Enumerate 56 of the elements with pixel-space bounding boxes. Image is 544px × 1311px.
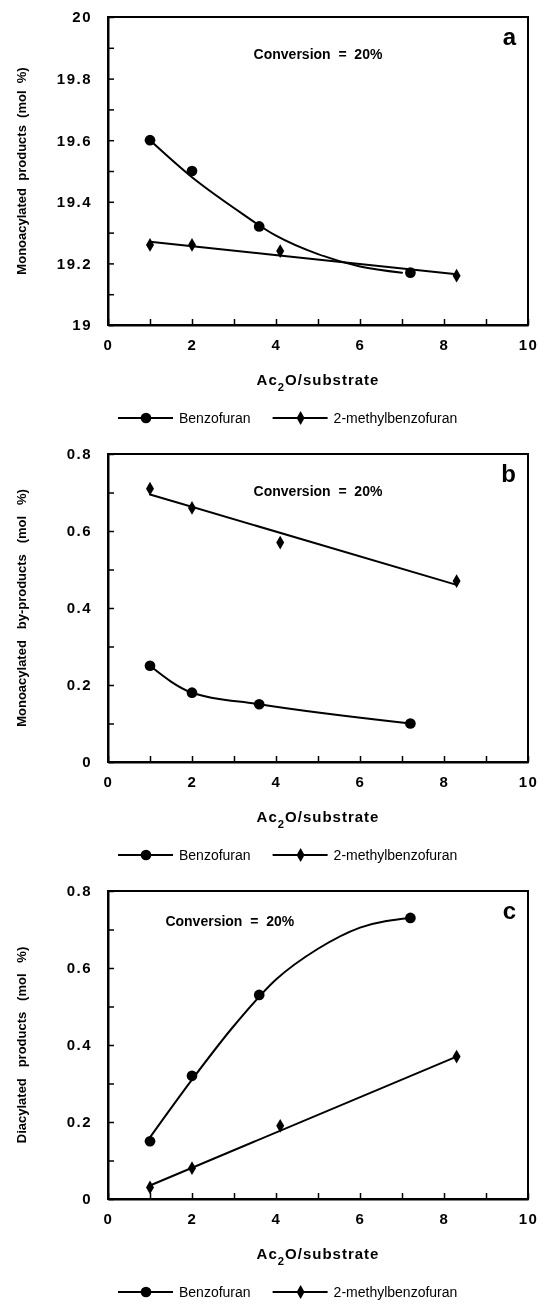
x-tick-label: 8 (439, 772, 450, 790)
x-tick-label: 10 (518, 1209, 539, 1227)
x-tick-label: 2 (187, 772, 198, 790)
y-tick-label: 19.6 (56, 131, 92, 149)
x-tick-label: 2 (187, 1209, 198, 1227)
x-tick-label: 4 (271, 1209, 282, 1227)
chart-title: a (502, 23, 517, 50)
point (186, 687, 198, 699)
x-tick-label: 0 (103, 772, 114, 790)
x-tick-label: 8 (439, 1209, 450, 1227)
y-tick-label: 19.2 (56, 254, 92, 272)
y-tick-label: 0.4 (66, 599, 92, 617)
x-tick-label: 6 (355, 335, 366, 353)
y-axis-title: Monoacylated by-products (mol %) (14, 489, 29, 727)
legend-label: Benzofuran (179, 410, 251, 426)
y-tick-label: 19.8 (56, 69, 92, 87)
y-tick-label: 0.2 (66, 676, 92, 694)
legend-label: 2-methylbenzofuran (333, 1284, 458, 1300)
x-tick-label: 0 (103, 335, 114, 353)
y-tick-label: 20 (72, 8, 92, 26)
y-tick-label: 0 (82, 753, 92, 771)
y-tick-label: 19 (72, 316, 92, 334)
legend-label: 2-methylbenzofuran (333, 410, 458, 426)
x-tick-label: 2 (187, 335, 198, 353)
y-tick-label: 19.4 (56, 193, 92, 211)
annotation: Conversion = 20% (165, 912, 295, 929)
x-axis-title: Ac$_{2}$O/substrate (256, 371, 380, 393)
x-tick-label: 4 (271, 772, 282, 790)
x-tick-label: 6 (355, 1209, 366, 1227)
y-tick-label: 0 (82, 1190, 92, 1208)
legend-label: 2-methylbenzofuran (333, 847, 458, 863)
chart-title: b (501, 460, 516, 487)
x-axis-title: Ac$_{2}$O/substrate (256, 1245, 380, 1267)
x-axis-title: Ac$_{2}$O/substrate (256, 808, 380, 830)
y-tick-label: 0.4 (66, 1036, 92, 1054)
x-tick-label: 6 (355, 772, 366, 790)
point (144, 660, 156, 672)
y-axis-title: Diacylated products (mol %) (14, 946, 29, 1144)
chart-title: c (502, 897, 516, 924)
annotation: Conversion = 20% (253, 483, 383, 499)
point (405, 718, 416, 729)
x-tick-label: 4 (271, 335, 282, 353)
y-tick-label: 0.6 (66, 522, 92, 540)
y-tick-label: 0.2 (66, 1113, 92, 1131)
x-tick-label: 8 (439, 335, 450, 353)
x-tick-label: 0 (103, 1209, 114, 1227)
legend-label: Benzofuran (179, 847, 251, 863)
y-tick-label: 0.8 (66, 445, 92, 463)
x-tick-label: 10 (518, 335, 539, 353)
x-tick-label: 10 (518, 772, 539, 790)
y-axis-title: Monoacylated products (mol %) (14, 67, 29, 275)
legend-label: Benzofuran (179, 1284, 251, 1300)
annotation: Conversion = 20% (253, 46, 383, 62)
y-tick-label: 0.6 (66, 959, 92, 977)
point (253, 698, 265, 710)
y-tick-label: 0.8 (66, 882, 92, 900)
